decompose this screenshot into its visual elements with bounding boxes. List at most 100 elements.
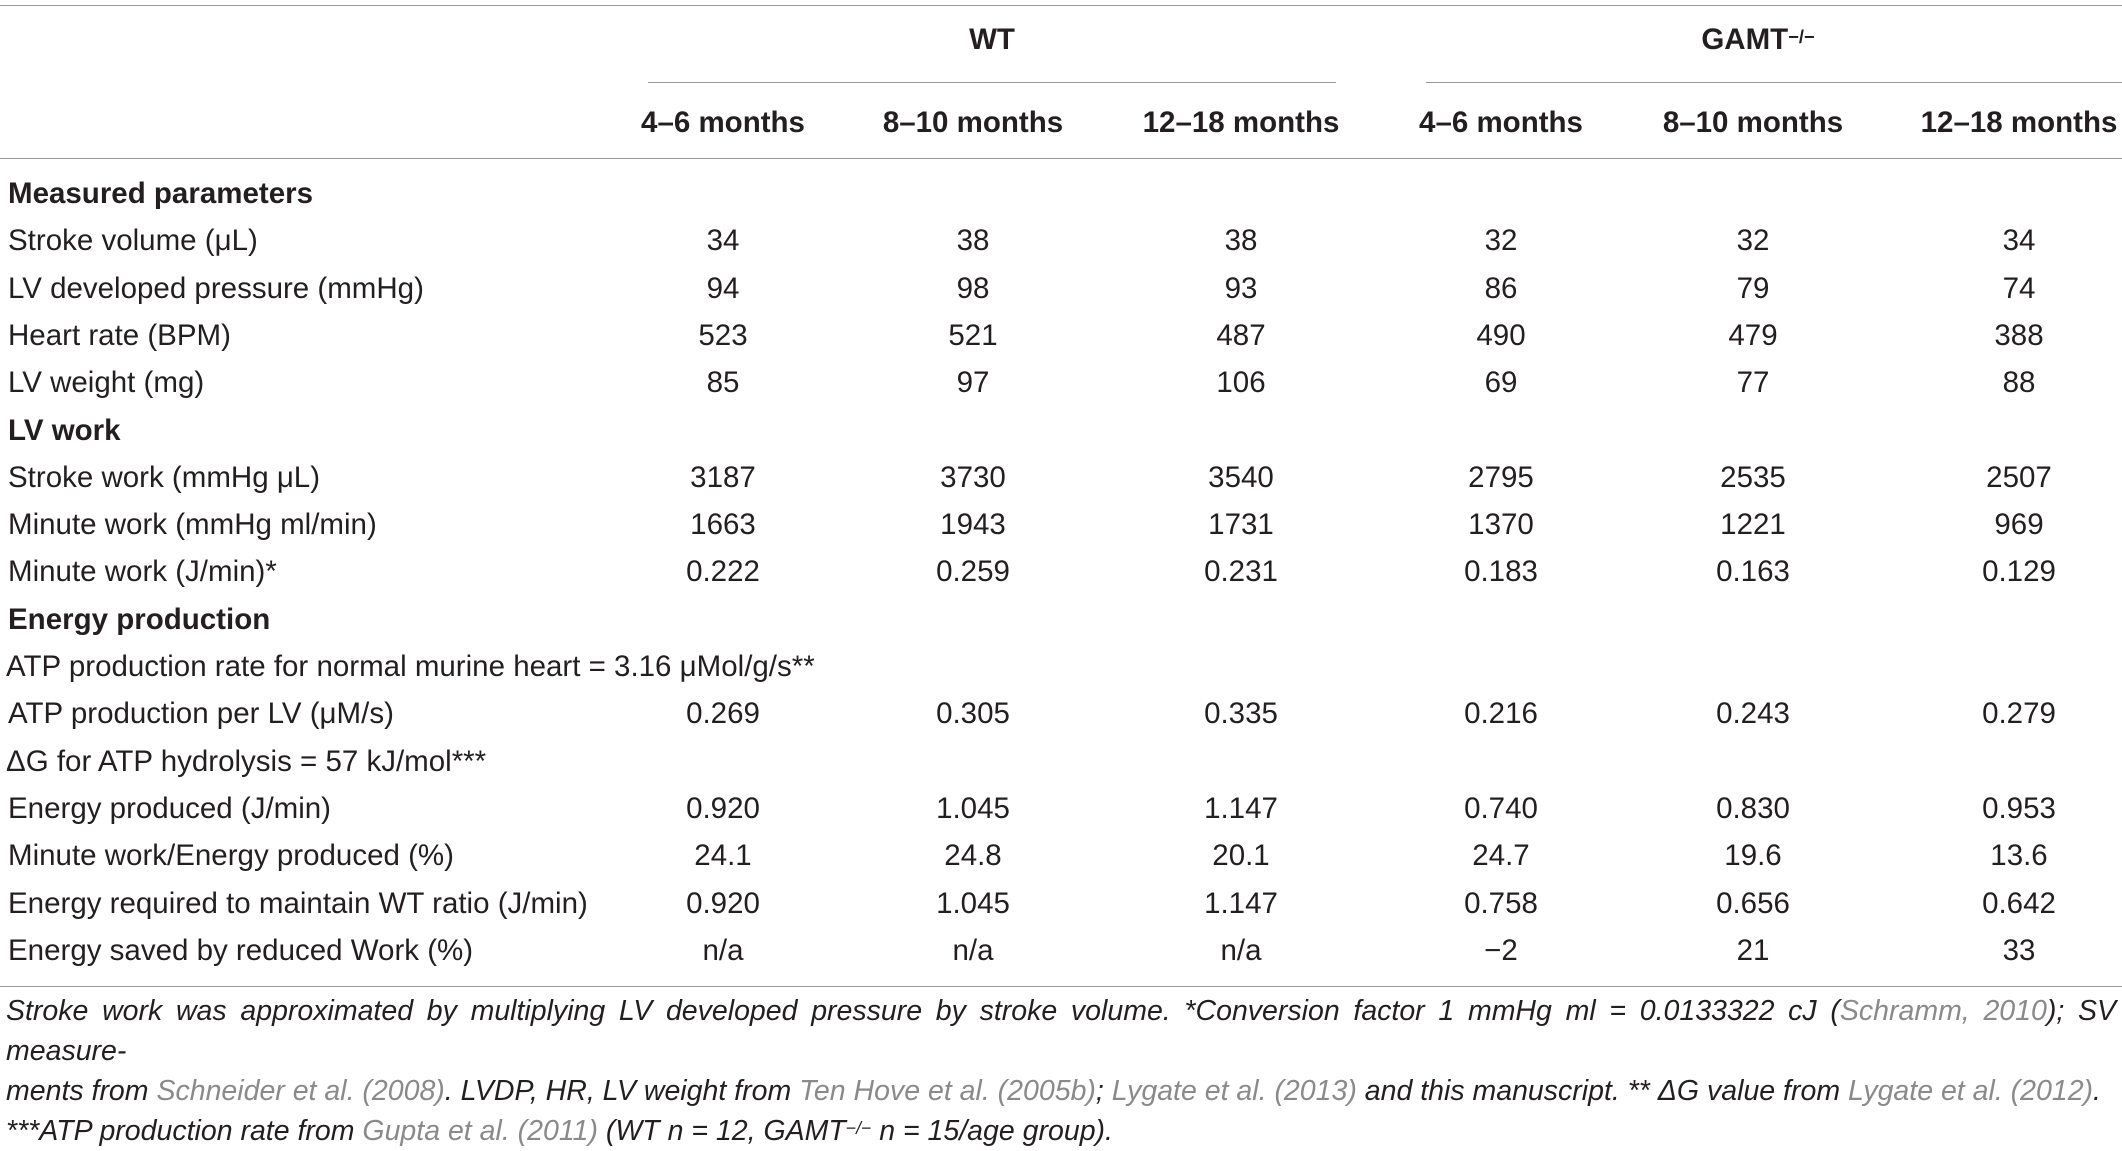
table-cell: 0.163 — [1716, 555, 1790, 588]
table-cell: 38 — [956, 224, 990, 257]
table-cell: 106 — [1216, 366, 1266, 399]
table-cell: 1221 — [1720, 508, 1786, 541]
gamt-group-rule — [1426, 82, 2122, 83]
table-cell: 0.279 — [1982, 697, 2056, 730]
table-bottom-rule — [0, 986, 2122, 987]
table-cell: 2795 — [1468, 461, 1534, 494]
table-cell: 1.147 — [1204, 792, 1278, 825]
table-cell: 0.269 — [686, 697, 760, 730]
row-label: Stroke volume (μL) — [8, 224, 258, 257]
table-cell: 0.953 — [1982, 792, 2056, 825]
ref-lygate-2012[interactable]: Lygate et al. (2012) — [1847, 1075, 2094, 1107]
table-cell: 94 — [706, 272, 740, 305]
section-title: LV work — [8, 414, 121, 447]
table-cell: 21 — [1736, 934, 1770, 967]
table-cell: 19.6 — [1724, 839, 1782, 872]
ref-schramm-2010[interactable]: Schramm, 2010 — [1839, 995, 2047, 1027]
table-cell: 0.920 — [686, 792, 760, 825]
table-cell: 0.642 — [1982, 887, 2056, 920]
table-cell: 24.7 — [1472, 839, 1530, 872]
section-title: Energy production — [8, 603, 271, 636]
group-header-wt: WT — [969, 23, 1015, 56]
top-rule — [0, 5, 2122, 6]
table-cell: 0.183 — [1464, 555, 1538, 588]
ref-ten-hove-2005b[interactable]: Ten Hove et al. (2005b) — [799, 1075, 1096, 1107]
column-header-wt-8-10: 8–10 months — [882, 106, 1064, 139]
table-cell: 0.920 — [686, 887, 760, 920]
table-cell: 24.1 — [694, 839, 752, 872]
table-footnote: Stroke work was approximated by multiply… — [6, 991, 2116, 1151]
table-cell: 523 — [698, 319, 748, 352]
table-cell: 0.216 — [1464, 697, 1538, 730]
table-cell: 1.147 — [1204, 887, 1278, 920]
table-cell: 0.656 — [1716, 887, 1790, 920]
table-cell: 969 — [1994, 508, 2044, 541]
row-label: Minute work (mmHg ml/min) — [8, 508, 377, 541]
table-cell: 521 — [948, 319, 998, 352]
table-cell: 97 — [956, 366, 990, 399]
row-label: ATP production rate for normal murine he… — [6, 650, 815, 683]
table-cell: 3187 — [690, 461, 756, 494]
table-cell: 98 — [956, 272, 990, 305]
column-header-wt-4-6: 4–6 months — [641, 106, 805, 139]
table-cell: n/a — [1220, 934, 1262, 967]
column-header-gamt-8-10: 8–10 months — [1662, 106, 1844, 139]
table-cell: −2 — [1484, 934, 1518, 967]
table-cell: 20.1 — [1212, 839, 1270, 872]
row-label: Minute work/Energy produced (%) — [8, 839, 454, 872]
column-header-gamt-12-18: 12–18 months — [1920, 106, 2118, 139]
table-cell: 0.243 — [1716, 697, 1790, 730]
row-label: Minute work (J/min)* — [8, 555, 277, 588]
footnote-line-1: Stroke work was approximated by multiply… — [6, 995, 2116, 1067]
table-cell: 74 — [2002, 272, 2036, 305]
gamt-label: GAMT — [1701, 23, 1789, 56]
ref-schneider-2008[interactable]: Schneider et al. (2008) — [156, 1075, 445, 1107]
table-cell: 388 — [1994, 319, 2044, 352]
row-label: LV weight (mg) — [8, 366, 205, 399]
table-cell: 479 — [1728, 319, 1778, 352]
table-cell: 1731 — [1208, 508, 1274, 541]
table-cell: 88 — [2002, 366, 2036, 399]
table-cell: 0.335 — [1204, 697, 1278, 730]
gamt-superscript: −/− — [1788, 25, 1815, 47]
table-cell: 0.830 — [1716, 792, 1790, 825]
table-cell: 1.045 — [936, 792, 1010, 825]
group-header-gamt: GAMT−/− — [1628, 22, 1888, 58]
table-cell: 0.758 — [1464, 887, 1538, 920]
table-cell: 32 — [1736, 224, 1770, 257]
table-cell: 13.6 — [1990, 839, 2048, 872]
table-cell: 3540 — [1208, 461, 1274, 494]
table-cell: 33 — [2002, 934, 2036, 967]
ref-gupta-2011[interactable]: Gupta et al. (2011) — [362, 1115, 598, 1147]
column-header-wt-12-18: 12–18 months — [1142, 106, 1340, 139]
row-label: Heart rate (BPM) — [8, 319, 231, 352]
table-cell: 1370 — [1468, 508, 1534, 541]
header-bottom-rule — [0, 158, 2122, 159]
table-cell: 2507 — [1986, 461, 2052, 494]
table-cell: 34 — [2002, 224, 2036, 257]
table-cell: 0.305 — [936, 697, 1010, 730]
table-cell: 0.129 — [1982, 555, 2056, 588]
table-cell: n/a — [702, 934, 744, 967]
section-title: Measured parameters — [8, 177, 313, 210]
table-cell: 86 — [1484, 272, 1518, 305]
table-cell: 38 — [1224, 224, 1258, 257]
row-label: Energy required to maintain WT ratio (J/… — [8, 887, 588, 920]
table-cell: 69 — [1484, 366, 1518, 399]
table-cell: 34 — [706, 224, 740, 257]
table-cell: 85 — [706, 366, 740, 399]
ref-lygate-2013[interactable]: Lygate et al. (2013) — [1111, 1075, 1357, 1107]
table-cell: 24.8 — [944, 839, 1002, 872]
column-header-gamt-4-6: 4–6 months — [1419, 106, 1583, 139]
table-cell: 0.740 — [1464, 792, 1538, 825]
table-cell: 0.222 — [686, 555, 760, 588]
table-cell: 2535 — [1720, 461, 1786, 494]
table-cell: 1943 — [940, 508, 1006, 541]
row-label: Stroke work (mmHg μL) — [8, 461, 321, 494]
table-cell: 0.231 — [1204, 555, 1278, 588]
wt-group-rule — [648, 82, 1336, 83]
table-cell: 79 — [1736, 272, 1770, 305]
row-label: LV developed pressure (mmHg) — [8, 272, 424, 305]
table-cell: 32 — [1484, 224, 1518, 257]
table-cell: 0.259 — [936, 555, 1010, 588]
